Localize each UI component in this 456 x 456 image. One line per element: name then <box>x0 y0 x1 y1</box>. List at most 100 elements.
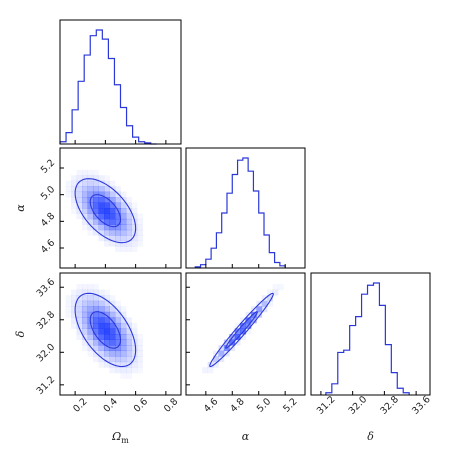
density-cell <box>93 300 99 307</box>
density-cell <box>87 229 94 236</box>
density-cell <box>131 229 138 236</box>
density-cell <box>76 322 83 329</box>
x-axis-label-0-base: Ω <box>111 430 121 443</box>
density-cell <box>109 328 116 335</box>
density-cell <box>71 191 77 198</box>
density-cell <box>82 300 88 307</box>
density-cell <box>126 339 132 346</box>
density-cell <box>87 224 94 231</box>
density-cell <box>115 322 121 329</box>
density-cell <box>87 180 94 187</box>
density-cell <box>115 334 121 340</box>
density-cell <box>71 300 77 307</box>
histogram-α <box>194 157 286 268</box>
x-axis-label-2: δ <box>367 430 374 443</box>
joint-panel-α-δ <box>202 284 284 374</box>
density-cell <box>104 175 110 182</box>
density-cell <box>104 180 110 187</box>
density-cell <box>109 213 116 220</box>
density-cell <box>120 311 127 318</box>
density-cell <box>109 350 116 357</box>
density-cell <box>115 361 121 368</box>
density-cell <box>137 213 143 220</box>
density-cell <box>65 306 72 313</box>
density-cell <box>120 367 127 374</box>
density-cell <box>93 356 99 363</box>
density-cell <box>87 322 94 329</box>
density-cell <box>65 180 72 187</box>
density-cell <box>93 218 99 225</box>
density-cell <box>115 240 121 247</box>
y-axis-label-1: α <box>14 204 27 212</box>
density-cell <box>267 289 273 296</box>
density-cell <box>87 186 94 193</box>
density-cell <box>126 240 132 247</box>
density-cell <box>98 328 105 335</box>
x-tick-label: 32.8 <box>378 394 401 417</box>
density-cell <box>120 202 127 209</box>
x-axis-label-1-base: α <box>242 430 250 443</box>
density-cell <box>71 202 77 209</box>
density-cell <box>131 208 138 214</box>
density-cell <box>120 322 127 329</box>
density-cell <box>115 213 121 220</box>
density-cell <box>120 328 127 335</box>
density-cell <box>109 322 116 329</box>
y-tick-label: 32.0 <box>35 342 58 365</box>
contour-1sigma <box>89 311 122 349</box>
y-tick-label: 4.6 <box>39 237 57 255</box>
density-cell <box>76 284 83 291</box>
density-cell <box>65 300 72 307</box>
density-cell <box>104 356 110 363</box>
density-cell <box>126 197 132 203</box>
density-cell <box>87 284 94 291</box>
density-cell <box>93 169 99 176</box>
y-tick-label: 32.8 <box>35 309 58 332</box>
density-cell <box>137 345 143 352</box>
x-tick-label: 4.6 <box>202 396 220 414</box>
density-cell <box>82 311 88 318</box>
density-cell <box>87 213 94 220</box>
density-cell <box>229 339 236 346</box>
density-cell <box>115 191 121 198</box>
density-cell <box>126 356 132 363</box>
density-cell <box>120 224 127 231</box>
density-cell <box>104 345 110 352</box>
density-cell <box>104 202 110 209</box>
density-cell <box>131 240 138 247</box>
density-cell <box>115 229 121 236</box>
density-cell <box>137 218 143 225</box>
density-cell <box>120 191 127 198</box>
density-cell <box>76 334 83 340</box>
density-cell <box>98 350 105 357</box>
density-cell <box>104 317 110 324</box>
x-axis-label-2-base: δ <box>367 430 374 443</box>
density-cell <box>137 339 143 346</box>
x-tick-label: 32.0 <box>347 394 370 417</box>
density-cell <box>76 306 83 313</box>
density-cell <box>76 186 83 193</box>
density-cell <box>82 208 88 214</box>
density-cell <box>240 334 246 340</box>
density-cell <box>98 322 105 329</box>
density-cell <box>250 311 257 318</box>
density-cell <box>66 312 72 318</box>
density-cell <box>120 240 127 247</box>
contour-2sigma <box>74 292 137 368</box>
density-cell <box>218 356 225 363</box>
density-cell <box>137 361 143 368</box>
density-cell <box>137 229 143 236</box>
density-cell <box>98 356 105 363</box>
density-cell <box>109 306 116 313</box>
density-cell <box>104 229 110 236</box>
density-cell <box>137 356 143 363</box>
density-cell <box>261 300 268 307</box>
density-cell <box>82 202 88 209</box>
density-cell <box>82 339 88 346</box>
density-cell <box>104 295 110 302</box>
density-cell <box>109 235 116 242</box>
density-cell <box>131 246 138 253</box>
density-cell <box>104 339 110 346</box>
y-axis-label-2: δ <box>14 330 27 337</box>
density-cell <box>109 311 116 318</box>
